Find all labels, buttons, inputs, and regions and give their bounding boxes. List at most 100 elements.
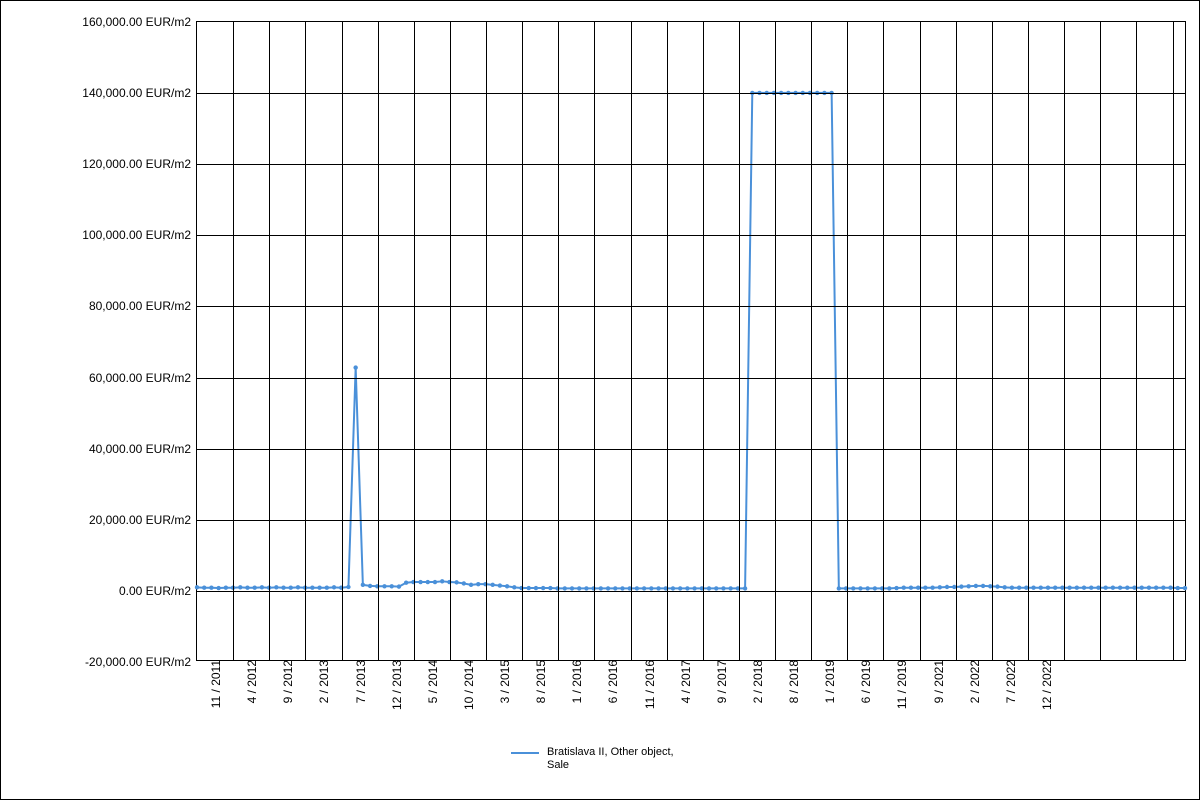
data-point bbox=[490, 583, 494, 587]
x-tick-label: 6 / 2019 bbox=[853, 660, 873, 703]
x-tick-label: 6 / 2016 bbox=[600, 660, 620, 703]
gridline-vertical bbox=[883, 22, 884, 660]
data-point bbox=[930, 586, 934, 590]
x-tick-label: 7 / 2013 bbox=[348, 660, 368, 703]
data-point bbox=[476, 582, 480, 586]
data-point bbox=[974, 584, 978, 588]
gridline-vertical bbox=[811, 22, 812, 660]
data-point bbox=[462, 581, 466, 585]
line-series bbox=[197, 93, 1185, 589]
gridline-vertical bbox=[1028, 22, 1029, 660]
x-tick-label: 12 / 2013 bbox=[384, 660, 404, 710]
data-point bbox=[902, 586, 906, 590]
data-point bbox=[527, 586, 531, 590]
data-point bbox=[1082, 586, 1086, 590]
data-point bbox=[346, 585, 350, 589]
y-tick-label: 140,000.00 EUR/m2 bbox=[82, 86, 197, 100]
gridline-vertical bbox=[1064, 22, 1065, 660]
data-point bbox=[202, 586, 206, 590]
data-point bbox=[505, 584, 509, 588]
data-point bbox=[238, 585, 242, 589]
x-tick-label: 8 / 2015 bbox=[528, 660, 548, 703]
data-point bbox=[945, 585, 949, 589]
data-point bbox=[325, 586, 329, 590]
y-tick-label: 80,000.00 EUR/m2 bbox=[89, 299, 197, 313]
data-point bbox=[281, 586, 285, 590]
data-point bbox=[224, 586, 228, 590]
x-tick-label: 1 / 2019 bbox=[817, 660, 837, 703]
gridline-horizontal bbox=[197, 164, 1185, 165]
gridline-vertical bbox=[486, 22, 487, 660]
data-point bbox=[245, 586, 249, 590]
data-point bbox=[548, 586, 552, 590]
data-point bbox=[1003, 585, 1007, 589]
data-point bbox=[216, 586, 220, 590]
gridline-vertical bbox=[667, 22, 668, 660]
data-point bbox=[361, 583, 365, 587]
series-layer bbox=[197, 22, 1185, 660]
gridline-vertical bbox=[992, 22, 993, 660]
gridline-horizontal bbox=[197, 378, 1185, 379]
data-point bbox=[1147, 586, 1151, 590]
gridline-vertical bbox=[450, 22, 451, 660]
data-point bbox=[289, 586, 293, 590]
gridline-vertical bbox=[631, 22, 632, 660]
data-point bbox=[404, 581, 408, 585]
gridline-vertical bbox=[1136, 22, 1137, 660]
data-point bbox=[995, 584, 999, 588]
data-point bbox=[368, 584, 372, 588]
x-tick-label: 3 / 2015 bbox=[492, 660, 512, 703]
data-point bbox=[512, 585, 516, 589]
gridline-horizontal bbox=[197, 306, 1185, 307]
gridline-vertical bbox=[775, 22, 776, 660]
y-tick-label: 40,000.00 EUR/m2 bbox=[89, 442, 197, 456]
data-point bbox=[966, 584, 970, 588]
x-tick-label: 4 / 2012 bbox=[239, 660, 259, 703]
data-point bbox=[296, 585, 300, 589]
gridline-vertical bbox=[522, 22, 523, 660]
data-point bbox=[260, 585, 264, 589]
data-point bbox=[923, 586, 927, 590]
data-point bbox=[1031, 586, 1035, 590]
data-point bbox=[252, 586, 256, 590]
gridline-vertical bbox=[739, 22, 740, 660]
x-tick-label: 8 / 2018 bbox=[781, 660, 801, 703]
data-point bbox=[1176, 586, 1180, 590]
gridline-vertical bbox=[233, 22, 234, 660]
gridline-horizontal bbox=[197, 235, 1185, 236]
data-point bbox=[1046, 586, 1050, 590]
data-point bbox=[353, 365, 357, 369]
data-point bbox=[534, 586, 538, 590]
data-point bbox=[454, 580, 458, 584]
x-tick-label: 10 / 2014 bbox=[456, 660, 476, 710]
gridline-vertical bbox=[414, 22, 415, 660]
y-tick-label: 120,000.00 EUR/m2 bbox=[82, 157, 197, 171]
gridline-horizontal bbox=[197, 591, 1185, 592]
data-point bbox=[1140, 586, 1144, 590]
data-point bbox=[310, 586, 314, 590]
data-point bbox=[1075, 586, 1079, 590]
gridline-vertical bbox=[342, 22, 343, 660]
data-point bbox=[1067, 586, 1071, 590]
data-point bbox=[397, 584, 401, 588]
legend-swatch bbox=[511, 752, 539, 754]
x-tick-label: 11 / 2019 bbox=[889, 660, 909, 709]
gridline-vertical bbox=[269, 22, 270, 660]
data-point bbox=[938, 585, 942, 589]
gridline-horizontal bbox=[197, 520, 1185, 521]
x-tick-label: 4 / 2017 bbox=[673, 660, 693, 703]
data-point bbox=[332, 585, 336, 589]
y-tick-label: 20,000.00 EUR/m2 bbox=[89, 513, 197, 527]
y-tick-label: 100,000.00 EUR/m2 bbox=[82, 228, 197, 242]
data-point bbox=[1161, 586, 1165, 590]
data-point bbox=[382, 584, 386, 588]
data-point bbox=[1154, 586, 1158, 590]
gridline-vertical bbox=[847, 22, 848, 660]
data-point bbox=[426, 580, 430, 584]
data-point bbox=[433, 580, 437, 584]
gridline-vertical bbox=[558, 22, 559, 660]
legend-label: Bratislava II, Other object, Sale bbox=[547, 746, 674, 772]
data-point bbox=[1118, 586, 1122, 590]
data-point bbox=[909, 586, 913, 590]
y-tick-label: 0.00 EUR/m2 bbox=[119, 584, 197, 598]
